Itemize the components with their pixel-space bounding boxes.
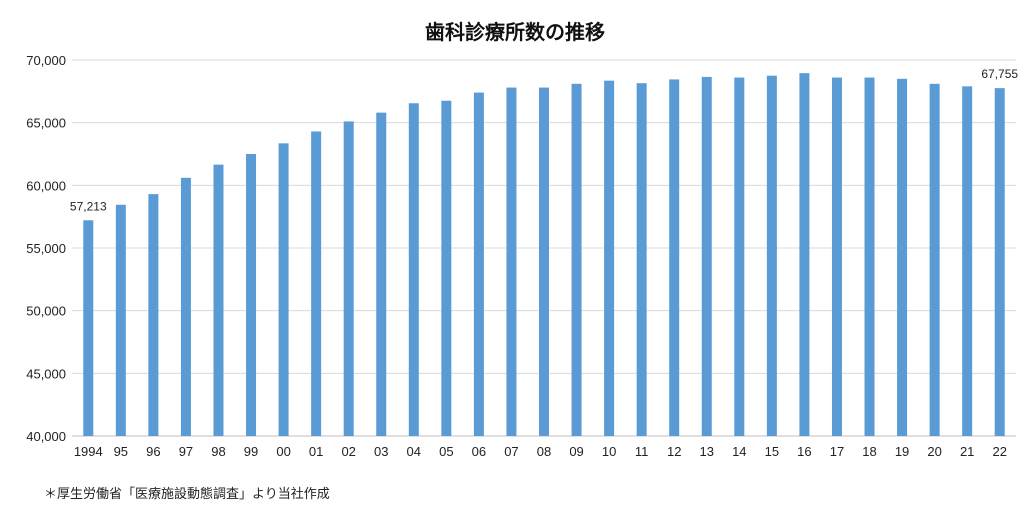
x-tick-label: 07 xyxy=(504,444,518,459)
bar-06 xyxy=(473,92,484,436)
x-tick-label: 03 xyxy=(374,444,388,459)
bar-16 xyxy=(799,73,810,436)
y-tick-label: 50,000 xyxy=(26,304,66,319)
data-labels: 57,213 67,755 xyxy=(70,67,1018,213)
bar-22 xyxy=(994,88,1005,437)
x-tick-label: 97 xyxy=(179,444,193,459)
x-tick-label: 17 xyxy=(830,444,844,459)
bar-98 xyxy=(213,164,224,437)
y-tick-label: 65,000 xyxy=(26,116,66,131)
bar-17 xyxy=(831,77,842,437)
bar-19 xyxy=(897,78,908,437)
x-tick-label: 11 xyxy=(635,444,649,459)
x-tick-label: 06 xyxy=(472,444,486,459)
chart-title: 歯科診療所数の推移 xyxy=(425,20,605,44)
x-tick-label: 02 xyxy=(341,444,355,459)
bar-03 xyxy=(376,112,387,436)
bar-08 xyxy=(539,87,549,436)
x-tick-label: 98 xyxy=(211,444,225,459)
x-tick-label: 05 xyxy=(439,444,453,459)
x-tick-label: 19 xyxy=(895,444,909,459)
x-tick-label: 21 xyxy=(960,444,974,459)
y-tick-label: 60,000 xyxy=(26,178,66,193)
bar-09 xyxy=(571,83,582,437)
x-tick-label: 99 xyxy=(244,444,258,459)
x-tick-label: 15 xyxy=(765,444,779,459)
x-tick-label: 10 xyxy=(602,444,616,459)
y-tick-label: 70,000 xyxy=(26,53,66,68)
bar-01 xyxy=(311,131,322,436)
x-tick-label: 14 xyxy=(732,444,746,459)
bar-12 xyxy=(669,79,680,436)
bar-00 xyxy=(278,143,289,436)
x-tick-label: 09 xyxy=(569,444,583,459)
bar-04 xyxy=(408,103,419,437)
x-axis-tick-labels: 1994 95 96 97 98 99 00 01 02 03 04 05 06 07 08 09 10 11 12… xyxy=(74,444,1007,459)
x-tick-label: 95 xyxy=(114,444,128,459)
y-tick-label: 45,000 xyxy=(26,366,66,381)
bars xyxy=(83,73,1005,437)
bar-20 xyxy=(929,83,940,437)
bar-05 xyxy=(441,100,452,436)
bar-11 xyxy=(636,83,647,436)
x-tick-label: 12 xyxy=(667,444,681,459)
bar-21 xyxy=(962,86,973,436)
bar-07 xyxy=(506,87,517,436)
x-tick-label: 96 xyxy=(146,444,160,459)
source-footnote: ＊厚生労働省「医療施設動態調査」より当社作成 xyxy=(44,486,330,502)
x-tick-label: 04 xyxy=(407,444,421,459)
x-tick-label: 01 xyxy=(309,444,323,459)
bar-97 xyxy=(180,177,191,436)
data-label: 67,755 xyxy=(981,67,1018,81)
y-tick-label: 40,000 xyxy=(26,429,66,444)
y-tick-label: 55,000 xyxy=(26,241,66,256)
bar-95 xyxy=(115,204,126,436)
bar-1994 xyxy=(83,220,94,436)
data-label: 57,213 xyxy=(70,199,107,213)
bar-18 xyxy=(864,77,875,437)
x-tick-label: 13 xyxy=(700,444,714,459)
x-tick-label: 18 xyxy=(862,444,876,459)
x-tick-label: 16 xyxy=(797,444,811,459)
x-tick-label: 22 xyxy=(992,444,1006,459)
x-tick-label: 20 xyxy=(927,444,941,459)
bar-14 xyxy=(734,77,745,437)
x-tick-label: 08 xyxy=(537,444,551,459)
x-tick-label: 00 xyxy=(276,444,290,459)
bar-13 xyxy=(701,76,712,437)
bar-15 xyxy=(766,75,777,437)
bar-96 xyxy=(148,194,159,436)
bar-99 xyxy=(246,154,257,436)
y-axis-tick-labels: 40,000 45,000 50,000 55,000 60,000 65,000 70,0… xyxy=(26,53,66,444)
x-tick-label: 1994 xyxy=(74,444,103,459)
bar-02 xyxy=(343,121,354,436)
bar-10 xyxy=(604,80,615,437)
